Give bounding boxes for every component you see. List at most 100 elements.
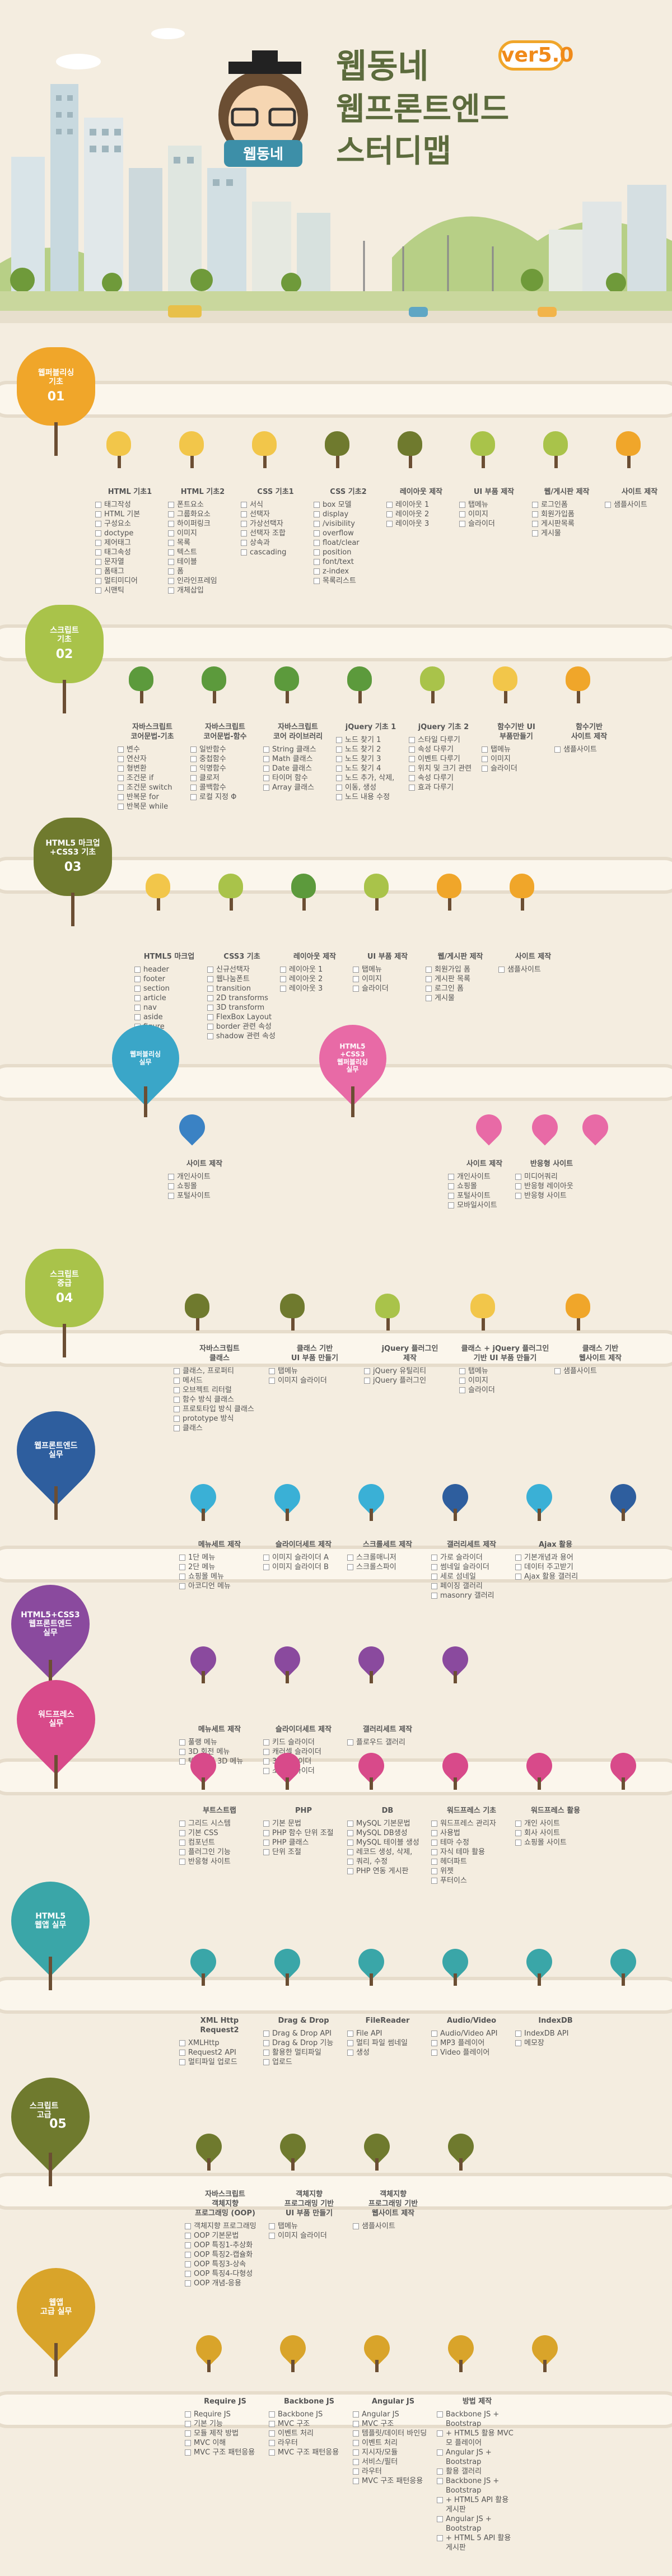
topic-item[interactable]: 활용 갤러리: [437, 2467, 517, 2476]
topic-item[interactable]: 기본 CSS: [179, 1828, 260, 1838]
topic-item[interactable]: 노드 찾기 3: [336, 754, 405, 764]
topic-item[interactable]: 키드 슬라이더: [263, 1738, 344, 1747]
topic-item[interactable]: 일반함수: [190, 745, 260, 754]
topic-item[interactable]: 상속과: [241, 538, 310, 548]
topic-item[interactable]: 서식: [241, 500, 310, 510]
topic-item[interactable]: 라우터: [353, 2467, 433, 2476]
topic-item[interactable]: 함수 방식 클래스: [174, 1395, 265, 1404]
topic-item[interactable]: 선택자: [241, 510, 310, 519]
topic-item[interactable]: 쇼핑몰 메뉴: [179, 1572, 260, 1581]
topic-item[interactable]: 쿼리, 수정: [347, 1857, 428, 1866]
topic-item[interactable]: 슬라이더: [459, 519, 529, 529]
topic-item[interactable]: Array 클래스: [263, 783, 333, 792]
topic-item[interactable]: File API: [347, 2029, 428, 2038]
topic-item[interactable]: 업로드: [263, 2057, 344, 2067]
topic-item[interactable]: 컴포넌트: [179, 1838, 260, 1847]
topic-item[interactable]: 반응형 레이아웃: [515, 1182, 588, 1191]
topic-item[interactable]: OOP 개념-응용: [185, 2279, 265, 2288]
topic-item[interactable]: 슬라이더: [459, 1385, 551, 1395]
topic-item[interactable]: 이벤트 처리: [353, 2438, 433, 2448]
topic-item[interactable]: 기본 기능: [185, 2419, 265, 2429]
topic-item[interactable]: MVC 구조: [353, 2419, 433, 2429]
topic-item[interactable]: nav: [134, 1003, 204, 1012]
topic-item[interactable]: 하이퍼링크: [168, 519, 237, 529]
topic-item[interactable]: 노드 찾기 1: [336, 735, 405, 745]
topic-item[interactable]: 쇼핑몰: [448, 1182, 521, 1191]
topic-item[interactable]: 사용법: [431, 1828, 512, 1838]
topic-item[interactable]: 2D transforms: [207, 993, 277, 1003]
topic-item[interactable]: 포털사이트: [168, 1191, 241, 1201]
topic-item[interactable]: XMLHttp: [179, 2038, 260, 2048]
topic-item[interactable]: 그리드 시스템: [179, 1819, 260, 1828]
topic-item[interactable]: 포털사이트: [448, 1191, 521, 1201]
topic-item[interactable]: border 관련 속성: [207, 1022, 277, 1032]
topic-item[interactable]: 스크롤매니저: [347, 1553, 428, 1562]
topic-item[interactable]: 클로저: [190, 773, 260, 783]
topic-item[interactable]: 조건문 switch: [118, 783, 187, 792]
topic-item[interactable]: 레이아웃 1: [386, 500, 456, 510]
topic-item[interactable]: 노드 내용 수정: [336, 792, 405, 802]
topic-item[interactable]: prototype 방식: [174, 1414, 265, 1424]
topic-item[interactable]: 폼: [168, 567, 237, 576]
topic-item[interactable]: 2단 메뉴: [179, 1562, 260, 1572]
topic-item[interactable]: 목록: [168, 538, 237, 548]
topic-item[interactable]: Ajax 활용 갤러리: [515, 1572, 596, 1581]
topic-item[interactable]: 미디어쿼리: [515, 1172, 588, 1182]
topic-item[interactable]: 오브젝트 리터럴: [174, 1385, 265, 1395]
topic-item[interactable]: section: [134, 984, 204, 993]
topic-item[interactable]: 구성요소: [95, 519, 165, 529]
topic-item[interactable]: Angular JS + Bootstrap: [437, 2514, 517, 2533]
topic-item[interactable]: 클래스: [174, 1424, 265, 1433]
topic-item[interactable]: 탭메뉴: [459, 500, 529, 510]
topic-item[interactable]: 단위 조절: [263, 1847, 344, 1857]
topic-item[interactable]: 데이터 주고받기: [515, 1562, 596, 1572]
topic-item[interactable]: 모듈 제작 방법: [185, 2429, 265, 2438]
topic-item[interactable]: Date 클래스: [263, 764, 333, 773]
topic-item[interactable]: Angular JS: [353, 2410, 433, 2419]
topic-item[interactable]: 콜백함수: [190, 783, 260, 792]
topic-item[interactable]: MySQL 테이블 생성: [347, 1838, 428, 1847]
topic-item[interactable]: 위젯: [431, 1866, 512, 1876]
topic-item[interactable]: footer: [134, 974, 204, 984]
topic-item[interactable]: 게시물: [426, 993, 495, 1003]
topic-item[interactable]: /visibility: [314, 519, 383, 529]
topic-item[interactable]: MVC 이해: [185, 2438, 265, 2448]
topic-item[interactable]: transition: [207, 984, 277, 993]
topic-item[interactable]: masonry 갤러리: [431, 1591, 512, 1600]
topic-item[interactable]: OOP 기본문법: [185, 2231, 265, 2241]
topic-item[interactable]: 자식 테마 활용: [431, 1847, 512, 1857]
topic-item[interactable]: 이미지: [459, 510, 529, 519]
topic-item[interactable]: 문자열: [95, 557, 165, 567]
topic-item[interactable]: Backbone JS + Bootstrap: [437, 2476, 517, 2495]
topic-item[interactable]: font/text: [314, 557, 383, 567]
topic-item[interactable]: 가로 슬라이더: [431, 1553, 512, 1562]
topic-item[interactable]: 조건문 if: [118, 773, 187, 783]
topic-item[interactable]: 회원가입 폼: [426, 965, 495, 974]
topic-item[interactable]: 게시판목록: [532, 519, 601, 529]
topic-item[interactable]: MVC 구조 패턴응용: [269, 2448, 349, 2457]
topic-item[interactable]: 게시물: [532, 529, 601, 538]
topic-item[interactable]: PHP 함수 단위 조절: [263, 1828, 344, 1838]
topic-item[interactable]: 라우터: [269, 2438, 349, 2448]
topic-item[interactable]: 슬라이더: [353, 984, 422, 993]
topic-item[interactable]: MVC 구조 패턴응용: [185, 2448, 265, 2457]
topic-item[interactable]: HTML 기본: [95, 510, 165, 519]
topic-item[interactable]: 이동, 생성: [336, 783, 405, 792]
topic-item[interactable]: MySQL 기본문법: [347, 1819, 428, 1828]
topic-item[interactable]: + HTML5 API 활용 게시판: [437, 2495, 517, 2514]
topic-item[interactable]: MVC 구조: [269, 2419, 349, 2429]
topic-item[interactable]: 샘플사이트: [554, 1366, 646, 1376]
topic-item[interactable]: OOP 특징4-다형성: [185, 2269, 265, 2279]
topic-item[interactable]: 노드 추가, 삭제,: [336, 773, 405, 783]
topic-item[interactable]: Drag & Drop 기능: [263, 2038, 344, 2048]
topic-item[interactable]: 시맨틱: [95, 586, 165, 595]
topic-item[interactable]: Math 클래스: [263, 754, 333, 764]
topic-item[interactable]: 플러그인 기능: [179, 1847, 260, 1857]
topic-item[interactable]: header: [134, 965, 204, 974]
topic-item[interactable]: 로컬 지정 Φ: [190, 792, 260, 802]
topic-item[interactable]: 기본개념과 용어: [515, 1553, 596, 1562]
topic-item[interactable]: overflow: [314, 529, 383, 538]
topic-item[interactable]: article: [134, 993, 204, 1003]
topic-item[interactable]: 헤더파트: [431, 1857, 512, 1866]
topic-item[interactable]: String 클래스: [263, 745, 333, 754]
